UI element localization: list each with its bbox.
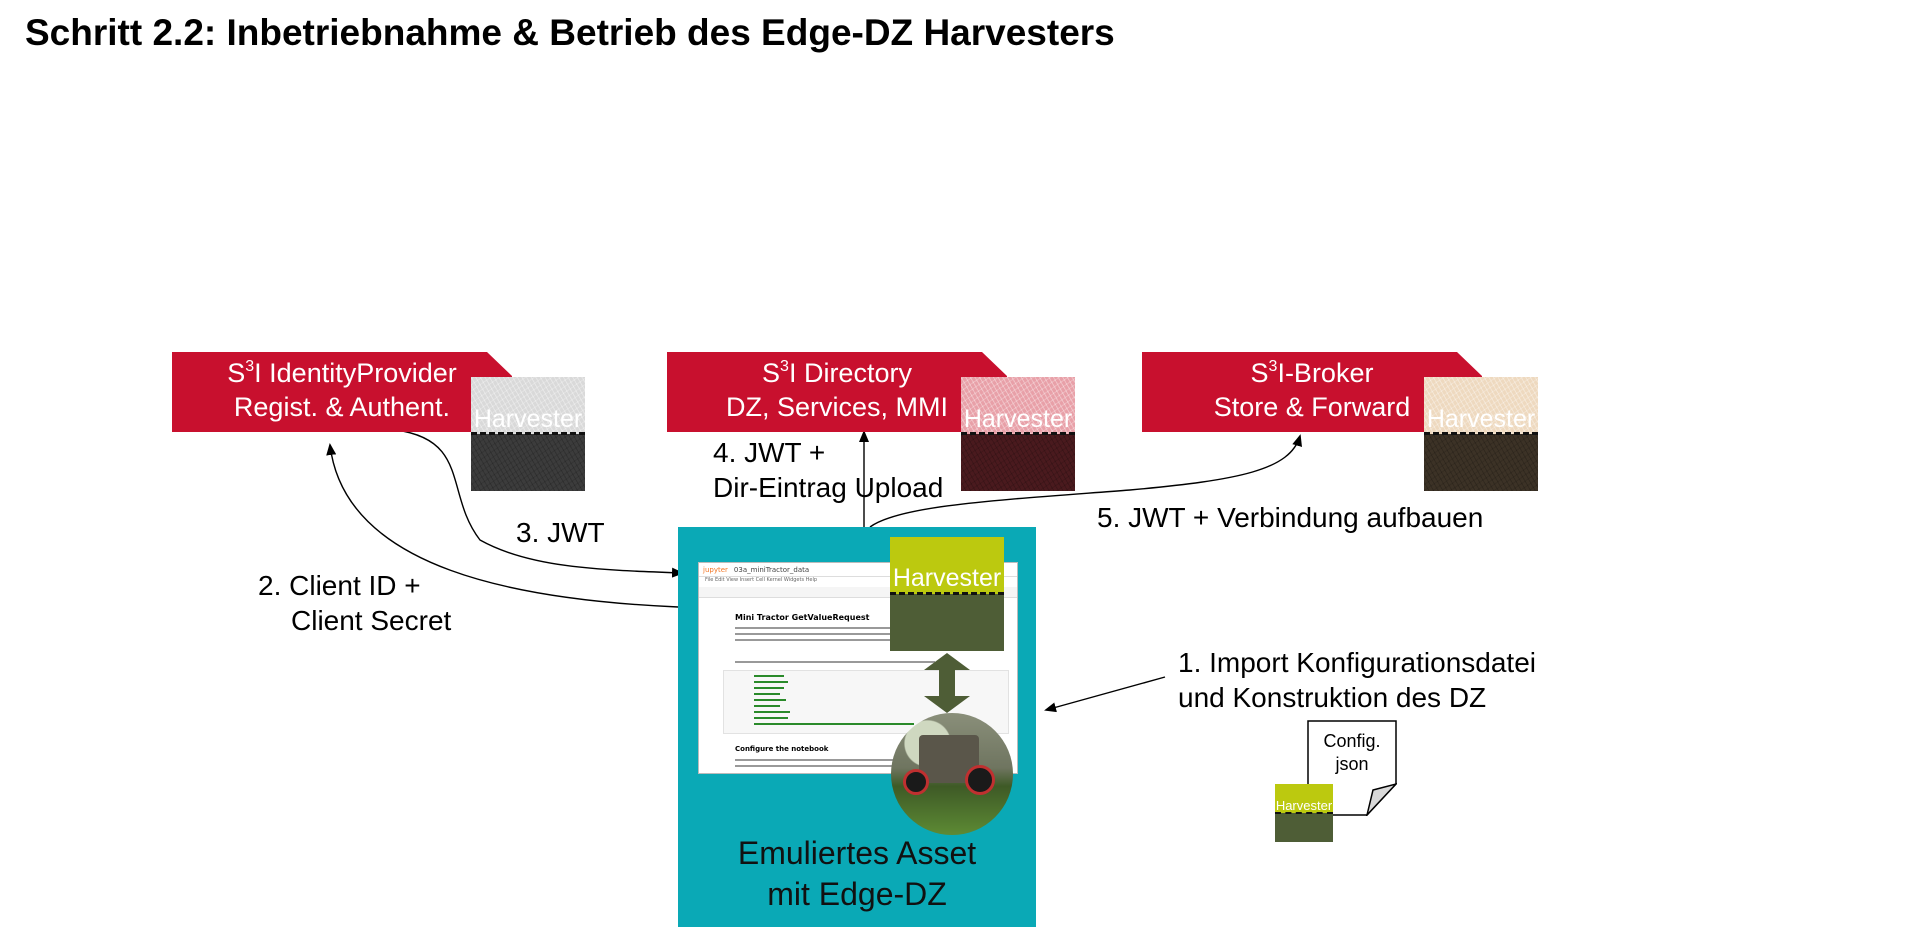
harvester-icon-directory: Harvester xyxy=(961,377,1075,491)
arrow-jwt-to-asset xyxy=(395,429,684,578)
directory-title: S3I Directory xyxy=(762,358,912,388)
notebook-menu: File Edit View Insert Cell Kernel Widget… xyxy=(705,577,818,583)
broker-title: S3I-Broker xyxy=(1250,358,1374,388)
harvester-icon-identity: Harvester xyxy=(471,377,585,491)
jupyter-logo: jupyter xyxy=(703,566,728,574)
directory-tab: S3I Directory DZ, Services, MMI xyxy=(667,352,1007,432)
identity-provider-tab: S3I IdentityProvider Regist. & Authent. xyxy=(172,352,512,432)
tab-shape xyxy=(667,352,1007,432)
broker-tab: S3I-Broker Store & Forward xyxy=(1142,352,1482,432)
directory-subtitle: DZ, Services, MMI xyxy=(725,392,948,422)
arrow-client-credentials xyxy=(326,443,679,608)
tab-shape xyxy=(1142,352,1482,432)
double-arrow-icon xyxy=(924,653,970,713)
harvester-icon-broker: Harvester xyxy=(1424,377,1538,491)
step2-label: 2. Client ID + Client Secret xyxy=(258,570,452,636)
page-title: Schritt 2.2: Inbetriebnahme & Betrieb de… xyxy=(25,12,1115,53)
arrow-broker-connect xyxy=(869,434,1302,528)
notebook-header: jupyter 03a_miniTractor_data xyxy=(699,563,1017,577)
notebook-toolbar xyxy=(699,587,1017,598)
broker-subtitle: Store & Forward xyxy=(1213,392,1411,422)
identity-provider-subtitle: Regist. & Authent. xyxy=(233,392,451,422)
config-file-name: Config. json xyxy=(1323,731,1381,774)
asset-caption: Emuliertes Asset mit Edge-DZ xyxy=(737,835,977,912)
notebook-heading: Mini Tractor GetValueRequest xyxy=(735,613,870,622)
step3-label: 3. JWT xyxy=(516,517,605,548)
arrow-config-import xyxy=(1044,676,1166,713)
harvester-icon-asset: Harvester xyxy=(890,537,1004,651)
notebook-filename: 03a_miniTractor_data xyxy=(733,566,810,574)
tab-shape xyxy=(172,352,512,432)
tractor-photo xyxy=(891,713,1013,835)
emulated-asset-box: jupyter 03a_miniTractor_data File Edit Vi… xyxy=(678,527,1036,927)
harvester-icon-config: Harvester xyxy=(1275,784,1333,842)
notebook-subheading: Configure the notebook xyxy=(735,745,829,753)
step1-label: 1. Import Konfigurationsdatei und Konstr… xyxy=(1178,647,1536,713)
step4-label: 4. JWT + Dir-Eintrag Upload xyxy=(713,437,944,503)
step5-label: 5. JWT + Verbindung aufbauen xyxy=(1097,502,1484,533)
identity-provider-title: S3I IdentityProvider xyxy=(227,358,457,388)
